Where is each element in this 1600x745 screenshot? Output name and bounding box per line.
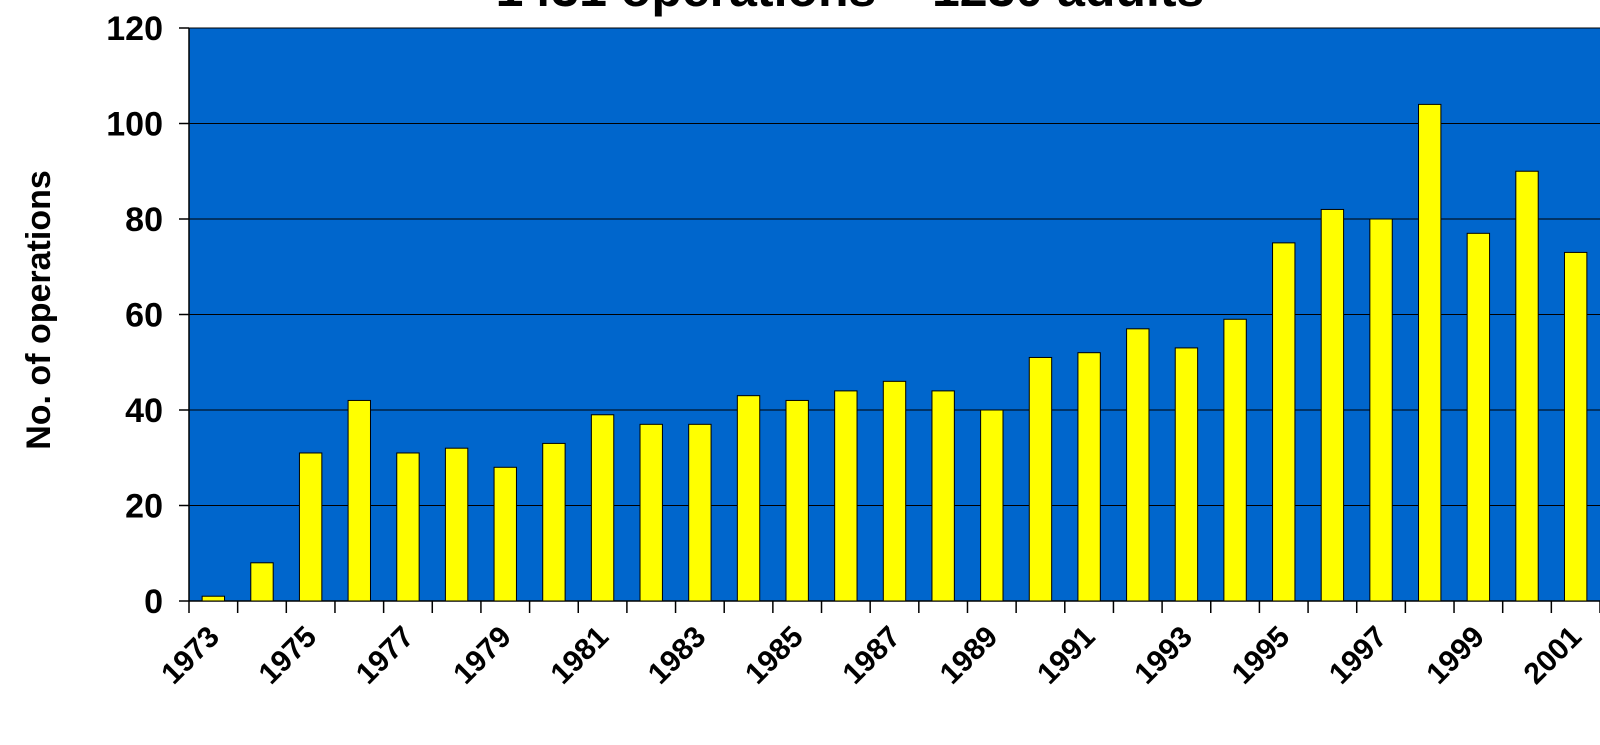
x-tick-label: 1981: [545, 620, 616, 691]
y-tick-label: 20: [125, 488, 163, 526]
x-tick-label: 1999: [1420, 620, 1491, 691]
y-tick-label: 80: [125, 201, 163, 239]
bar: [1320, 208, 1345, 602]
y-tick-label: 120: [106, 10, 163, 48]
x-tick-label: 1973: [155, 620, 226, 691]
bar: [1126, 328, 1150, 602]
bar: [1515, 170, 1539, 602]
bar: [931, 390, 955, 602]
y-tick-label: 100: [106, 106, 163, 144]
bar: [688, 423, 712, 602]
x-tick-label: 2001: [1518, 620, 1589, 691]
bar: [1077, 352, 1101, 602]
bar: [1272, 242, 1296, 602]
bar: [785, 399, 809, 602]
bar: [347, 399, 371, 602]
x-tick-label: 1979: [447, 620, 518, 691]
bar: [493, 466, 517, 602]
x-tick-label: 1997: [1323, 620, 1394, 691]
bar: [1418, 103, 1442, 602]
x-tick-label: 1989: [934, 620, 1005, 691]
bar: [250, 562, 274, 602]
bar: [882, 380, 907, 602]
y-axis-label: No. of operations: [20, 170, 58, 450]
x-tick-label: 1995: [1226, 620, 1297, 691]
bar: [396, 452, 420, 602]
bar: [201, 595, 226, 602]
bar: [639, 423, 663, 602]
x-tick-label: 1983: [642, 620, 713, 691]
chart-title: 1431 operations – 1230 adults: [496, 0, 1205, 17]
y-tick-label: 0: [144, 583, 163, 621]
y-tick-label: 40: [125, 392, 163, 430]
bar: [1223, 318, 1247, 602]
y-tick-label: 60: [125, 297, 163, 335]
x-tick-label: 1993: [1128, 620, 1199, 691]
bar: [298, 452, 323, 602]
bar: [980, 409, 1004, 602]
x-tick-label: 1975: [253, 620, 324, 691]
bar: [1369, 218, 1393, 602]
bar: [1563, 251, 1588, 602]
x-tick-label: 1985: [739, 620, 810, 691]
x-tick-label: 1987: [836, 620, 907, 691]
bar: [1028, 356, 1053, 602]
bar: [590, 414, 615, 602]
bar: [1174, 347, 1199, 602]
bar: [444, 447, 469, 602]
x-tick-label: 1991: [1031, 620, 1102, 691]
bar: [1466, 232, 1491, 602]
bar: [834, 390, 858, 602]
bar: [736, 395, 761, 602]
x-tick-label: 1977: [350, 620, 421, 691]
bar: [542, 442, 566, 602]
